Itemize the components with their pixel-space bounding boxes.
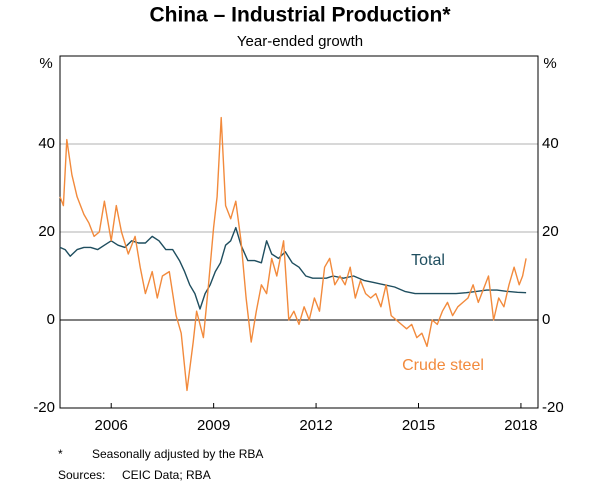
sources-label: Sources: (58, 468, 105, 482)
y-tick-label: 20 (38, 223, 55, 240)
chart-subtitle: Year-ended growth (237, 33, 363, 50)
footnote: Seasonally adjusted by the RBA (92, 447, 263, 461)
y-tick-label: 0 (47, 311, 55, 328)
sources: CEIC Data; RBA (122, 468, 211, 482)
y-tick-label-right: 40 (542, 135, 559, 152)
plot-frame (59, 55, 539, 409)
y-tick-label-right: -20 (542, 399, 564, 416)
series-line (59, 226, 527, 310)
x-tick-label: 2018 (504, 417, 537, 434)
chart-title: China – Industrial Production* (149, 4, 451, 27)
y-unit-left: % (39, 55, 52, 72)
x-tick-label: 2015 (402, 417, 435, 434)
x-tick-label: 2012 (299, 417, 332, 434)
y-tick-label: 40 (38, 135, 55, 152)
footnote-marker: * (58, 447, 63, 461)
x-tick-label: 2009 (197, 417, 230, 434)
y-tick-label-right: 0 (542, 311, 550, 328)
y-tick-label-right: 20 (542, 223, 559, 240)
series-label: Total (411, 252, 445, 269)
series-label: Crude steel (402, 357, 484, 374)
y-tick-label: -20 (33, 399, 55, 416)
series-line (59, 116, 527, 392)
y-unit-right: % (543, 55, 556, 72)
x-tick-label: 2006 (95, 417, 128, 434)
